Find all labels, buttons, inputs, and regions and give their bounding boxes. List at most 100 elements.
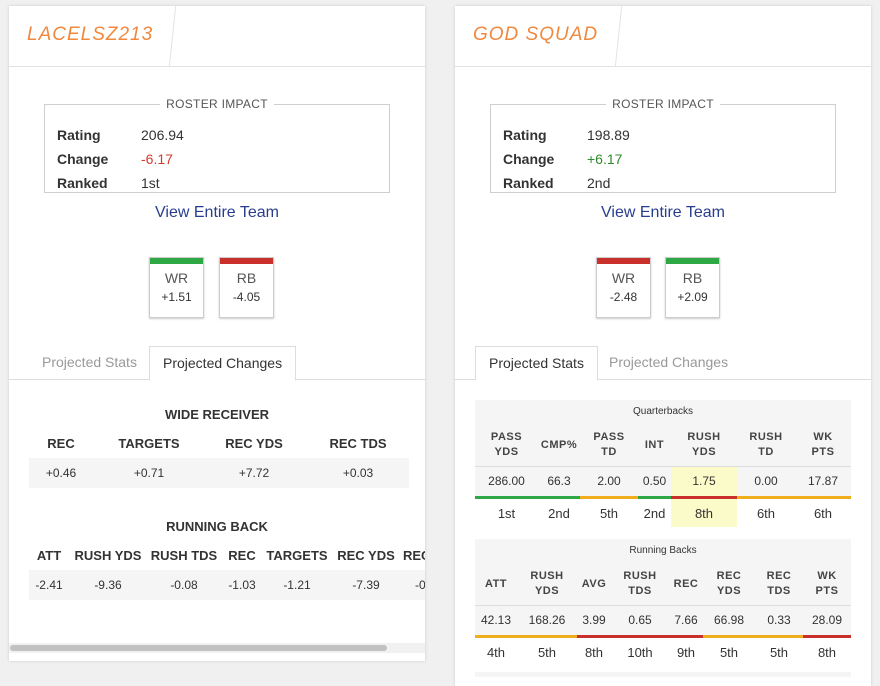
wr-value-rec: +0.46 <box>45 466 77 480</box>
position-value: -2.48 <box>609 290 638 304</box>
rb-data-row <box>29 570 425 600</box>
rb-rank-1: 5th <box>537 645 557 660</box>
header-divider <box>614 6 623 67</box>
view-entire-team-link[interactable]: View Entire Team <box>155 204 279 221</box>
column-header-line: PTS <box>811 446 835 458</box>
rank-color-bar <box>638 496 671 499</box>
rank-color-bar <box>669 635 703 638</box>
rank-color-bar <box>517 635 577 638</box>
horizontal-scrollbar[interactable] <box>9 643 425 653</box>
rank-color-bar <box>538 496 580 499</box>
column-header-line: YDS <box>494 446 519 458</box>
rb-header-rec-yds: REC YDS <box>337 548 395 563</box>
rank-color-bar <box>737 496 795 499</box>
column-header-line: RUSH <box>530 570 564 582</box>
ranked-label: Ranked <box>503 175 554 191</box>
qb-value-2: 2.00 <box>597 474 621 488</box>
rb-value-rec-tds: -0 <box>415 578 425 592</box>
column-header-line: AVG <box>581 578 607 590</box>
qb-value-1: 66.3 <box>547 474 571 488</box>
qb-value-0: 286.00 <box>488 474 525 488</box>
rb-header-rush-yds: RUSH YDS <box>74 548 142 563</box>
rb-value-2: 3.99 <box>582 613 606 627</box>
position-value: +2.09 <box>677 290 708 304</box>
qb-value-6: 17.87 <box>807 474 839 488</box>
rank-color-bar <box>703 635 755 638</box>
rb-value-3: 0.65 <box>628 613 652 627</box>
team-panel-right: GOD SQUAD ROSTER IMPACT Rating 198.89 Ch… <box>455 6 871 686</box>
position-card-wr[interactable]: WR +1.51 <box>149 257 204 318</box>
rb-value-6: 0.33 <box>767 613 791 627</box>
rb-header-2: AVG <box>577 577 611 592</box>
position-label: RB <box>236 270 257 286</box>
rb-header-targets: TARGETS <box>266 548 328 563</box>
wr-header-rec: REC <box>47 436 75 451</box>
header-separator <box>475 605 851 606</box>
qb-header-1: CMP% <box>538 438 580 453</box>
position-card-rb[interactable]: RB +2.09 <box>665 257 720 318</box>
qb-header-0: PASS YDS <box>475 430 538 460</box>
rank-color-bar <box>803 635 851 638</box>
rank-row <box>475 638 851 672</box>
running-backs-table: Running Backs ATT 42.13 4th RUSH YDS 168.26 5t… <box>475 539 851 677</box>
header-divider <box>168 6 177 67</box>
impact-bar <box>220 258 273 264</box>
wr-value-rec-yds: +7.72 <box>238 466 270 480</box>
roster-impact-legend: ROSTER IMPACT <box>612 97 714 111</box>
rating-label: Rating <box>57 127 101 143</box>
position-value: -4.05 <box>232 290 261 304</box>
column-header-line: REC <box>673 578 699 590</box>
change-label: Change <box>57 151 109 167</box>
tab-projected-changes[interactable]: Projected Changes <box>609 354 729 370</box>
rb-header-rush-tds: RUSH TDS <box>150 548 218 563</box>
position-card-rb[interactable]: RB -4.05 <box>219 257 274 318</box>
wr-header-rec-yds: REC YDS <box>225 436 283 451</box>
column-header-line: TD <box>601 446 617 458</box>
tab-projected-stats[interactable]: Projected Stats <box>475 346 598 381</box>
rb-rank-3: 10th <box>627 645 653 660</box>
team-header: GOD SQUAD <box>455 6 871 67</box>
qb-value-5: 0.00 <box>754 474 778 488</box>
rb-value-targets: -1.21 <box>283 578 311 592</box>
quarterbacks-table: Quarterbacks PASS YDS 286.00 1st CMP% 66.3 2nd… <box>475 400 851 533</box>
qb-rank-1: 2nd <box>548 506 570 521</box>
roster-impact-box: ROSTER IMPACT Rating 206.94 Change -6.17… <box>44 97 390 193</box>
header-separator <box>475 466 851 467</box>
section-title-running-back: RUNNING BACK <box>166 519 268 534</box>
stats-tabs: Projected Stats Projected Changes <box>9 346 425 381</box>
rb-rank-5: 5th <box>719 645 739 660</box>
wr-header-targets: TARGETS <box>118 436 180 451</box>
impact-bar <box>666 258 719 264</box>
ranked-value: 2nd <box>587 175 611 191</box>
position-label: RB <box>682 270 703 286</box>
rating-label: Rating <box>503 127 547 143</box>
qb-rank-4: 8th <box>694 506 714 521</box>
column-header-line: TDS <box>628 585 652 597</box>
wr-data-row <box>29 458 409 488</box>
rb-header-4: REC <box>669 577 703 592</box>
column-header-line: REC <box>766 570 792 582</box>
column-header-line: RUSH <box>687 431 721 443</box>
scrollbar-thumb[interactable] <box>10 645 387 651</box>
column-header-line: TD <box>758 446 774 458</box>
position-value: +1.51 <box>161 290 192 304</box>
view-entire-team-link[interactable]: View Entire Team <box>601 204 725 221</box>
rb-header-6: REC TDS <box>755 569 803 599</box>
rb-header-att: ATT <box>36 548 62 563</box>
qb-value-4: 1.75 <box>692 474 716 488</box>
ranked-value: 1st <box>141 175 160 191</box>
rb-value-rec-yds: -7.39 <box>352 578 380 592</box>
column-header-line: RUSH <box>749 431 783 443</box>
rb-value-att: -2.41 <box>35 578 63 592</box>
rb-rank-7: 8th <box>817 645 837 660</box>
column-header-line: PASS <box>490 431 523 443</box>
position-card-wr[interactable]: WR -2.48 <box>596 257 651 318</box>
column-header-line: YDS <box>691 446 717 458</box>
change-label: Change <box>503 151 555 167</box>
column-header-line: CMP% <box>540 439 578 451</box>
team-name: GOD SQUAD <box>473 24 599 45</box>
rank-color-bar <box>671 496 737 499</box>
tab-projected-changes[interactable]: Projected Changes <box>149 346 297 381</box>
tab-projected-stats[interactable]: Projected Stats <box>42 354 137 370</box>
rating-value: 206.94 <box>141 127 184 143</box>
